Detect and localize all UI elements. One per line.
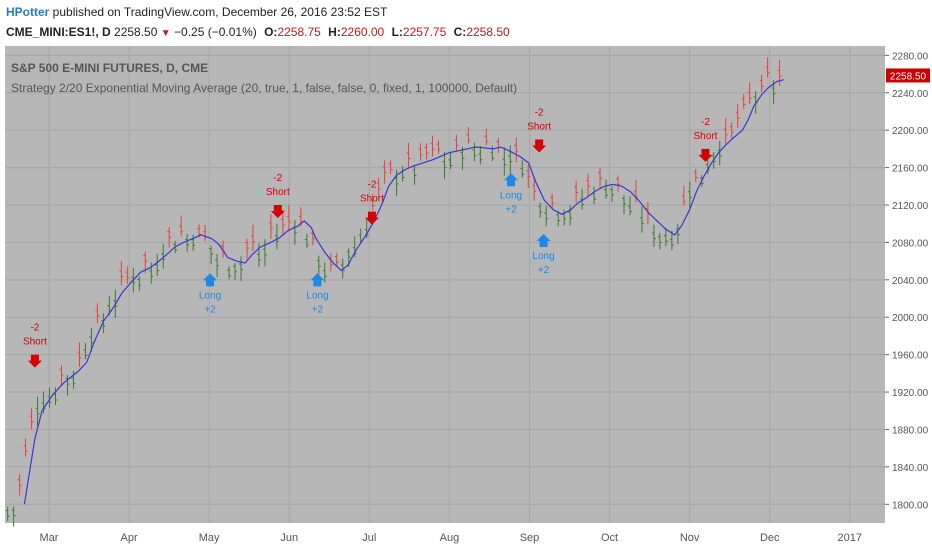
quote-line: CME_MINI:ES1!, D 2258.50 ▼ −0.25 (−0.01%… xyxy=(6,25,510,39)
arrow-up-icon xyxy=(203,273,218,287)
y-tick-label: 1800.00 xyxy=(892,500,929,511)
arrow-down-icon xyxy=(364,211,379,225)
high-label: H: xyxy=(328,25,341,39)
price-chart[interactable]: -2 Short Long +2 -2 Short Long +2 -2 Short Long +2 -… xyxy=(0,46,932,550)
high-value: 2260.00 xyxy=(340,25,385,39)
signal-label: Short xyxy=(360,194,384,205)
signal-label: Short xyxy=(266,187,290,198)
signal-label: Short xyxy=(527,122,551,133)
signal-label: Short xyxy=(23,337,47,348)
y-tick-label: 2120.00 xyxy=(892,201,929,212)
signal-label: Long xyxy=(500,190,522,201)
arrow-down-icon xyxy=(27,354,42,368)
arrow-down-icon xyxy=(270,205,285,219)
open-label: O: xyxy=(264,25,278,39)
arrow-up-icon xyxy=(504,173,518,187)
y-tick-label: 1840.00 xyxy=(892,463,929,474)
signal-label: -2 xyxy=(273,173,282,184)
publish-line: HPotter published on TradingView.com, De… xyxy=(6,5,387,19)
y-tick-label: 1880.00 xyxy=(892,425,929,436)
x-tick-label: Mar xyxy=(40,532,59,544)
y-tick-label: 1960.00 xyxy=(892,351,929,362)
symbol-label[interactable]: CME_MINI:ES1!, D xyxy=(6,25,111,39)
y-tick-label: 2080.00 xyxy=(892,238,929,249)
signal-label: -2 xyxy=(701,117,710,128)
arrow-up-icon xyxy=(310,273,325,287)
x-tick-label: Sep xyxy=(520,532,540,544)
x-tick-label: Dec xyxy=(760,532,780,544)
close-label: C: xyxy=(453,25,467,39)
ema-line xyxy=(23,79,784,505)
long-signal: Long +2 xyxy=(306,273,329,315)
signal-label: Long xyxy=(532,251,554,262)
short-signal: -2 Short xyxy=(360,180,384,225)
publisher-link[interactable]: HPotter xyxy=(6,5,50,19)
last-price: 2258.50 xyxy=(114,25,158,39)
triangle-down-icon: ▼ xyxy=(160,28,171,39)
arrow-down-icon xyxy=(532,139,547,153)
x-tick-label: Apr xyxy=(121,532,138,544)
x-tick-label: Jul xyxy=(362,532,376,544)
y-tick-label: 2040.00 xyxy=(892,276,929,287)
short-signal: -2 Short xyxy=(266,173,290,219)
long-signal: Long +2 xyxy=(199,273,221,315)
signal-label: Long xyxy=(199,290,221,301)
last-price-tag: 2258.50 xyxy=(886,68,930,83)
strategy-legend: Strategy 2/20 Exponential Moving Average… xyxy=(11,81,517,95)
y-tick-label: 2200.00 xyxy=(892,126,929,137)
signal-label: +2 xyxy=(312,304,324,315)
y-tick-label: 2160.00 xyxy=(892,164,929,175)
y-tick-label: 1920.00 xyxy=(892,388,929,399)
price-axis[interactable] xyxy=(885,46,932,550)
signal-label: -2 xyxy=(535,108,544,119)
x-tick-label: Jun xyxy=(280,532,298,544)
time-axis[interactable] xyxy=(5,523,885,550)
x-tick-label: Oct xyxy=(601,532,618,544)
close-value: 2258.50 xyxy=(466,25,510,39)
time-axis-labels: Mar Apr May Jun Jul Aug Sep Oct Nov Dec 2017 xyxy=(40,532,863,544)
short-signal: -2 Short xyxy=(23,323,47,368)
price-bars xyxy=(5,57,782,527)
arrow-up-icon xyxy=(536,234,551,248)
open-value: 2258.75 xyxy=(277,25,321,39)
long-signal: Long +2 xyxy=(500,173,522,215)
signal-label: Short xyxy=(694,131,718,142)
low-label: L: xyxy=(391,25,403,39)
price-change: −0.25 (−0.01%) xyxy=(174,25,257,39)
long-signal: Long +2 xyxy=(532,234,555,276)
last-price-label: 2258.50 xyxy=(890,71,927,82)
y-tick-label: 2240.00 xyxy=(892,89,929,100)
x-tick-label: 2017 xyxy=(838,532,862,544)
chart-header: HPotter published on TradingView.com, De… xyxy=(0,0,932,46)
short-signal: -2 Short xyxy=(694,117,718,162)
published-text: published on TradingView.com, December 2… xyxy=(49,5,388,19)
x-tick-label: Nov xyxy=(680,532,700,544)
trade-signals: -2 Short Long +2 -2 Short Long +2 -2 Short Long +2 -… xyxy=(23,108,718,368)
signal-label: -2 xyxy=(368,180,377,191)
price-axis-labels: 1800.00 1840.00 1880.00 1920.00 1960.00 2000.… xyxy=(885,51,929,511)
arrow-down-icon xyxy=(698,148,713,162)
signal-label: +2 xyxy=(204,304,216,315)
x-tick-label: May xyxy=(199,532,220,544)
signal-label: +2 xyxy=(505,204,517,215)
plot-background xyxy=(5,46,885,523)
low-value: 2257.75 xyxy=(402,25,447,39)
signal-label: Long xyxy=(306,290,328,301)
y-tick-label: 2280.00 xyxy=(892,51,929,62)
short-signal: -2 Short xyxy=(527,108,551,153)
y-tick-label: 2000.00 xyxy=(892,313,929,324)
x-tick-label: Aug xyxy=(440,532,460,544)
signal-label: -2 xyxy=(30,323,39,334)
signal-label: +2 xyxy=(538,265,550,276)
chart-title: S&P 500 E-MINI FUTURES, D, CME xyxy=(11,61,208,75)
